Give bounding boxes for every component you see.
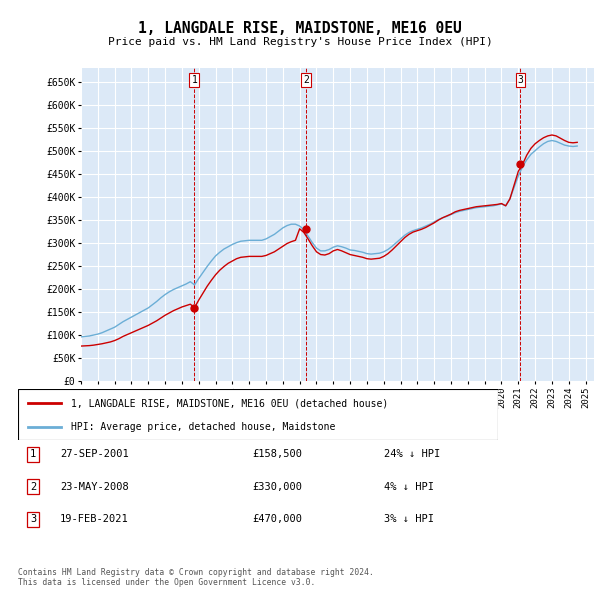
Text: £470,000: £470,000: [252, 514, 302, 524]
Text: 1, LANGDALE RISE, MAIDSTONE, ME16 0EU: 1, LANGDALE RISE, MAIDSTONE, ME16 0EU: [138, 21, 462, 35]
Text: 2: 2: [30, 482, 36, 491]
Text: £330,000: £330,000: [252, 482, 302, 491]
Text: 1: 1: [191, 75, 197, 85]
Text: Contains HM Land Registry data © Crown copyright and database right 2024.
This d: Contains HM Land Registry data © Crown c…: [18, 568, 374, 587]
Text: 1: 1: [30, 450, 36, 459]
Text: 27-SEP-2001: 27-SEP-2001: [60, 450, 129, 459]
Text: HPI: Average price, detached house, Maidstone: HPI: Average price, detached house, Maid…: [71, 422, 335, 432]
Text: 24% ↓ HPI: 24% ↓ HPI: [384, 450, 440, 459]
Text: 3: 3: [518, 75, 523, 85]
Text: 1, LANGDALE RISE, MAIDSTONE, ME16 0EU (detached house): 1, LANGDALE RISE, MAIDSTONE, ME16 0EU (d…: [71, 398, 388, 408]
Text: 19-FEB-2021: 19-FEB-2021: [60, 514, 129, 524]
Text: Price paid vs. HM Land Registry's House Price Index (HPI): Price paid vs. HM Land Registry's House …: [107, 37, 493, 47]
Text: 23-MAY-2008: 23-MAY-2008: [60, 482, 129, 491]
Text: £158,500: £158,500: [252, 450, 302, 459]
Text: 4% ↓ HPI: 4% ↓ HPI: [384, 482, 434, 491]
Text: 2: 2: [303, 75, 309, 85]
Text: 3% ↓ HPI: 3% ↓ HPI: [384, 514, 434, 524]
Text: 3: 3: [30, 514, 36, 524]
